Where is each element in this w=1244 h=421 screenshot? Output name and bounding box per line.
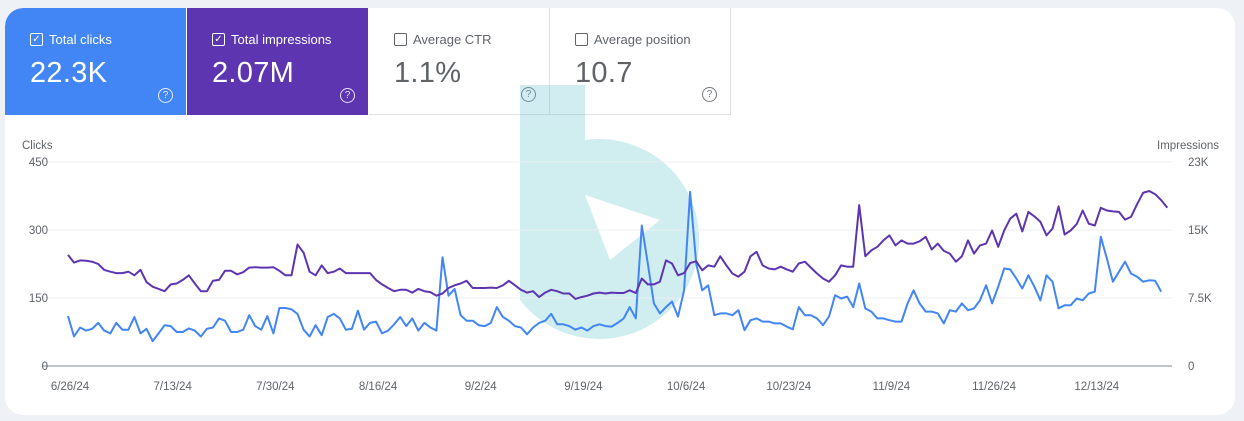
x-tick-label: 10/23/24 bbox=[766, 381, 811, 393]
x-tick-label: 6/26/24 bbox=[51, 381, 90, 393]
metric-value: 1.1% bbox=[394, 57, 462, 89]
x-tick-label: 12/13/24 bbox=[1074, 381, 1119, 393]
right-axis-title: Impressions bbox=[1157, 140, 1219, 152]
x-tick-label: 11/26/24 bbox=[972, 381, 1017, 393]
x-tick-label: 10/6/24 bbox=[667, 381, 706, 393]
x-tick-label: 7/30/24 bbox=[256, 381, 295, 393]
metric-label: Total impressions bbox=[231, 32, 332, 47]
metric-value: 22.3K bbox=[30, 57, 108, 89]
metric-total-impressions[interactable]: ✓ Total impressions 2.07M ? bbox=[187, 8, 368, 115]
metric-label: Average position bbox=[594, 32, 691, 47]
right-tick-label: 7.5K bbox=[1188, 293, 1212, 305]
help-icon[interactable]: ? bbox=[340, 88, 355, 103]
right-tick-label: 0 bbox=[1188, 361, 1194, 373]
x-tick-label: 8/16/24 bbox=[359, 381, 398, 393]
metric-value: 2.07M bbox=[212, 57, 295, 89]
series-line-clicks bbox=[67, 190, 1163, 343]
metric-average-position[interactable]: Average position 10.7 ? bbox=[550, 8, 731, 115]
checkbox-checked-icon[interactable]: ✓ bbox=[30, 33, 43, 46]
right-tick-label: 23K bbox=[1188, 157, 1209, 169]
help-icon[interactable]: ? bbox=[521, 87, 536, 102]
left-tick-label: 450 bbox=[29, 157, 48, 169]
checkbox-checked-icon[interactable]: ✓ bbox=[212, 33, 225, 46]
checkbox-unchecked-icon[interactable] bbox=[575, 33, 588, 46]
metric-value: 10.7 bbox=[575, 57, 633, 89]
metric-label: Total clicks bbox=[49, 32, 112, 47]
watermark-logo bbox=[520, 85, 700, 339]
x-tick-label: 9/19/24 bbox=[564, 381, 603, 393]
left-tick-label: 0 bbox=[42, 361, 48, 373]
left-tick-label: 300 bbox=[29, 225, 48, 237]
metric-label: Average CTR bbox=[413, 32, 492, 47]
x-tick-label: 7/13/24 bbox=[153, 381, 192, 393]
metric-total-clicks[interactable]: ✓ Total clicks 22.3K ? bbox=[5, 8, 186, 115]
checkbox-unchecked-icon[interactable] bbox=[394, 33, 407, 46]
right-tick-label: 15K bbox=[1188, 225, 1209, 237]
x-tick-label: 11/9/24 bbox=[873, 381, 911, 393]
performance-card: ✓ Total clicks 22.3K ? ✓ Total impressions… bbox=[5, 8, 1235, 415]
left-tick-label: 150 bbox=[29, 293, 48, 305]
series-line-impressions bbox=[67, 190, 1169, 300]
help-icon[interactable]: ? bbox=[702, 87, 717, 102]
help-icon[interactable]: ? bbox=[158, 88, 173, 103]
x-tick-label: 9/2/24 bbox=[465, 381, 498, 393]
left-axis-title: Clicks bbox=[22, 140, 53, 152]
metric-average-ctr[interactable]: Average CTR 1.1% ? bbox=[369, 8, 550, 115]
